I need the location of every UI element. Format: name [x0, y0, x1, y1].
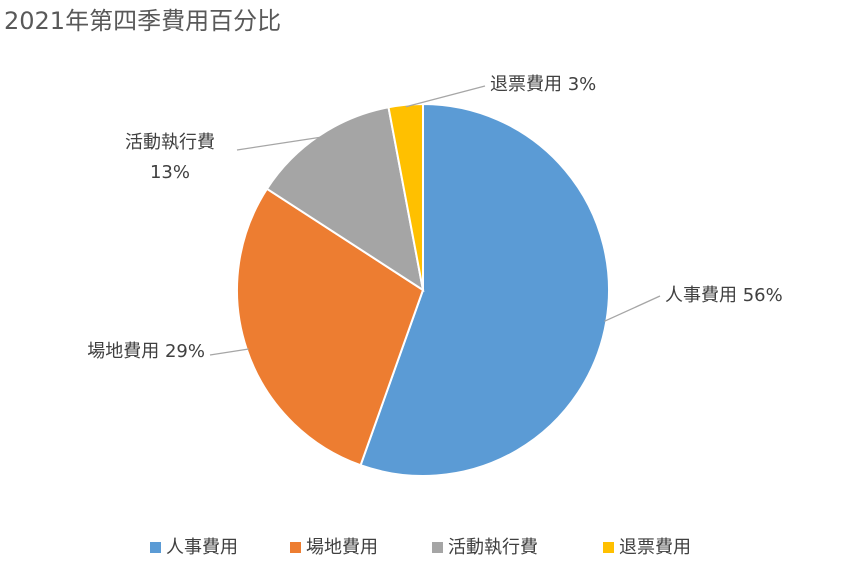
label-category: 退票費用 — [490, 74, 562, 95]
legend-label: 活動執行費 — [448, 537, 538, 558]
legend-swatch — [150, 542, 161, 553]
label-value: 56% — [743, 285, 783, 306]
label-category: 人事費用 — [665, 285, 737, 306]
label-category: 場地費用 — [87, 341, 159, 362]
legend-swatch — [432, 542, 443, 553]
data-label: 場地費用 29% — [87, 341, 205, 362]
legend-swatch — [290, 542, 301, 553]
leader-line — [604, 295, 661, 322]
data-label: 活動執行費 13% — [125, 132, 215, 183]
data-label: 人事費用 56% — [665, 285, 783, 306]
label-category: 活動執行費 — [125, 132, 215, 153]
label-value: 3% — [568, 74, 597, 95]
pie-slice — [387, 102, 424, 291]
legend-label: 人事費用 — [166, 537, 238, 558]
label-value: 13% — [150, 162, 190, 183]
pie-slice — [359, 102, 610, 477]
label-value: 29% — [165, 341, 205, 362]
chart-title: 2021年第四季費用百分比 — [4, 7, 281, 35]
legend-swatch — [603, 542, 614, 553]
data-label: 退票費用 3% — [490, 74, 596, 95]
pie-slice — [265, 106, 425, 293]
legend-label: 退票費用 — [619, 537, 691, 558]
leader-line — [209, 348, 249, 356]
leader-line — [405, 85, 486, 108]
legend-label: 場地費用 — [306, 537, 378, 558]
leader-line — [236, 136, 321, 151]
